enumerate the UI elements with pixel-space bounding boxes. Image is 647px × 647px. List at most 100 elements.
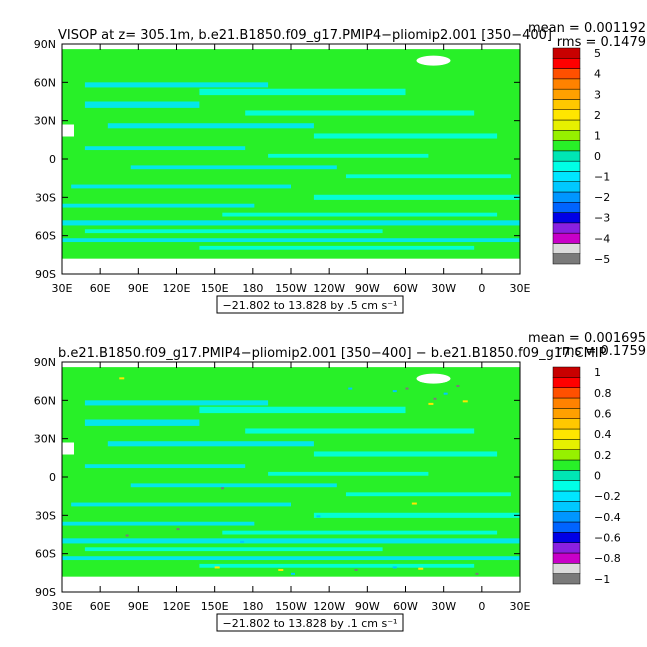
- colorbar-label: 0.6: [594, 408, 612, 421]
- colorbar-swatch: [552, 449, 581, 461]
- y-tick-label: 60N: [34, 76, 56, 89]
- colorbar-label: 0: [594, 470, 601, 483]
- x-tick-label: 90W: [355, 600, 380, 613]
- x-tick-label: 30W: [431, 600, 456, 613]
- colorbar-swatch: [552, 459, 581, 471]
- y-tick-label: 60S: [35, 548, 56, 561]
- field-band: [62, 538, 520, 544]
- field-speckle: [119, 377, 125, 380]
- field-band: [130, 483, 337, 488]
- colorbar-swatch: [552, 232, 581, 244]
- field-band: [84, 229, 383, 234]
- field-band: [71, 502, 291, 507]
- colorbar-swatch: [552, 181, 581, 193]
- colorbar-swatch: [552, 439, 581, 450]
- colorbar-swatch: [552, 490, 581, 502]
- colorbar: 1 0.8 0.6 0.4 0.2 0 −0.2 −0.4 −0.6 −0.8 −1: [552, 366, 621, 586]
- coast-blank: [62, 442, 74, 455]
- colorbar-swatch: [552, 552, 581, 564]
- colorbar-label: 0.2: [594, 449, 612, 462]
- colorbar-swatch: [552, 78, 581, 90]
- colorbar-label: −2: [594, 191, 610, 204]
- colorbar-swatch: [552, 150, 581, 162]
- colorbar-label: −4: [594, 232, 610, 245]
- colorbar-swatch: [552, 521, 581, 533]
- colorbar-label: 0.4: [594, 428, 612, 441]
- field-band: [62, 238, 520, 243]
- field-speckle: [462, 400, 468, 403]
- colorbar-swatch: [552, 243, 581, 254]
- field-band: [62, 556, 520, 561]
- field-speckle: [443, 392, 448, 395]
- x-tick-label: 30W: [431, 282, 456, 295]
- field-band: [199, 88, 406, 96]
- colorbar-label: 0: [594, 150, 601, 163]
- field-band: [62, 220, 520, 226]
- chart-title: VISOP at z= 305.1m, b.e21.B1850.f09_g17.…: [58, 28, 552, 43]
- field-band: [84, 146, 246, 151]
- field-band: [84, 464, 246, 469]
- field-band: [345, 174, 511, 179]
- colorbar-swatch: [552, 88, 581, 100]
- colorbar-label: −0.8: [594, 552, 621, 565]
- greenland-blank: [416, 373, 451, 384]
- field-band: [268, 153, 429, 158]
- field-band: [313, 133, 498, 139]
- x-tick-label: 90E: [128, 282, 149, 295]
- stat-rms: rms = 0.1479: [557, 35, 646, 50]
- x-tick-label: 30E: [510, 600, 531, 613]
- field-band: [222, 530, 498, 535]
- colorbar-swatch: [552, 202, 581, 213]
- contour-info-box: [216, 295, 404, 314]
- x-tick-label: 90E: [128, 600, 149, 613]
- field-speckle: [433, 397, 437, 400]
- field-band: [62, 521, 255, 526]
- field-band: [245, 428, 475, 434]
- colorbar-label: 1: [594, 366, 601, 379]
- stat-mean: mean = 0.001192: [528, 21, 646, 36]
- field-bands: [62, 400, 520, 568]
- field-band: [84, 82, 269, 88]
- y-tick-label: 0: [49, 471, 56, 484]
- field-speckle: [354, 569, 358, 571]
- field-band: [245, 110, 475, 116]
- y-tick-label: 60S: [35, 230, 56, 243]
- colorbar-swatch: [552, 366, 581, 378]
- field-band: [199, 245, 475, 250]
- colorbar-swatch: [552, 130, 581, 141]
- field-band: [313, 194, 520, 200]
- y-tick-label: 30S: [35, 509, 56, 522]
- colorbar-swatch: [552, 171, 581, 182]
- field-band: [199, 406, 406, 414]
- colorbar-swatch: [552, 222, 581, 234]
- x-tick-label: 0: [478, 600, 485, 613]
- field-speckle: [348, 387, 353, 390]
- colorbar-swatch: [552, 542, 581, 554]
- colorbar-label: −0.6: [594, 532, 621, 545]
- stat-mean: mean = 0.001695: [528, 331, 646, 346]
- x-tick-label: 120E: [163, 600, 191, 613]
- field-bands: [62, 82, 520, 250]
- field-band: [84, 419, 200, 426]
- field-speckle: [405, 387, 409, 390]
- field-band: [84, 101, 200, 108]
- field-band: [107, 123, 314, 129]
- x-tick-label: 60E: [90, 282, 111, 295]
- contour-info: −21.802 to 13.828 by .5 cm s⁻¹: [223, 299, 398, 312]
- x-tick-label: 120E: [163, 282, 191, 295]
- colorbar-swatch: [552, 212, 581, 224]
- field-speckle: [411, 502, 417, 505]
- colorbar-swatch: [552, 119, 581, 131]
- y-tick-label: 60N: [34, 394, 56, 407]
- x-tick-label: 60E: [90, 600, 111, 613]
- field-band: [313, 512, 520, 518]
- x-tick-label: 60W: [393, 282, 418, 295]
- x-tick-label: 0: [478, 282, 485, 295]
- colorbar-swatch: [552, 511, 581, 523]
- colorbar-swatch: [552, 160, 581, 172]
- colorbar-label: −1: [594, 573, 610, 586]
- field-band: [130, 165, 337, 170]
- colorbar-swatch: [552, 418, 581, 430]
- y-tick-label: 90N: [34, 38, 56, 51]
- colorbar-label: 0.8: [594, 387, 612, 400]
